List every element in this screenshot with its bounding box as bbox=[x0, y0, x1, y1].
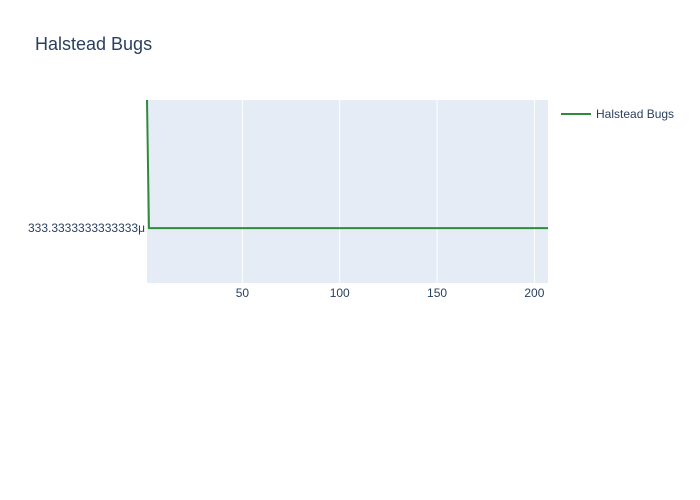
series-line bbox=[146, 99, 548, 230]
x-axis-ticks: 50 100 150 200 bbox=[236, 286, 545, 300]
x-tick-label: 50 bbox=[236, 286, 250, 300]
x-tick-label: 150 bbox=[427, 286, 447, 300]
x-tick-label: 100 bbox=[330, 286, 350, 300]
legend-label: Halstead Bugs bbox=[596, 107, 674, 121]
series-layer bbox=[146, 99, 548, 230]
legend[interactable]: Halstead Bugs bbox=[561, 107, 674, 121]
x-tick-label: 200 bbox=[524, 286, 544, 300]
grid-lines bbox=[241, 100, 535, 283]
y-tick-label: 333.3333333333333μ bbox=[28, 221, 145, 235]
plot-area bbox=[147, 100, 548, 283]
chart-title: Halstead Bugs bbox=[35, 34, 152, 54]
y-axis-ticks: 333.3333333333333μ bbox=[28, 221, 145, 235]
